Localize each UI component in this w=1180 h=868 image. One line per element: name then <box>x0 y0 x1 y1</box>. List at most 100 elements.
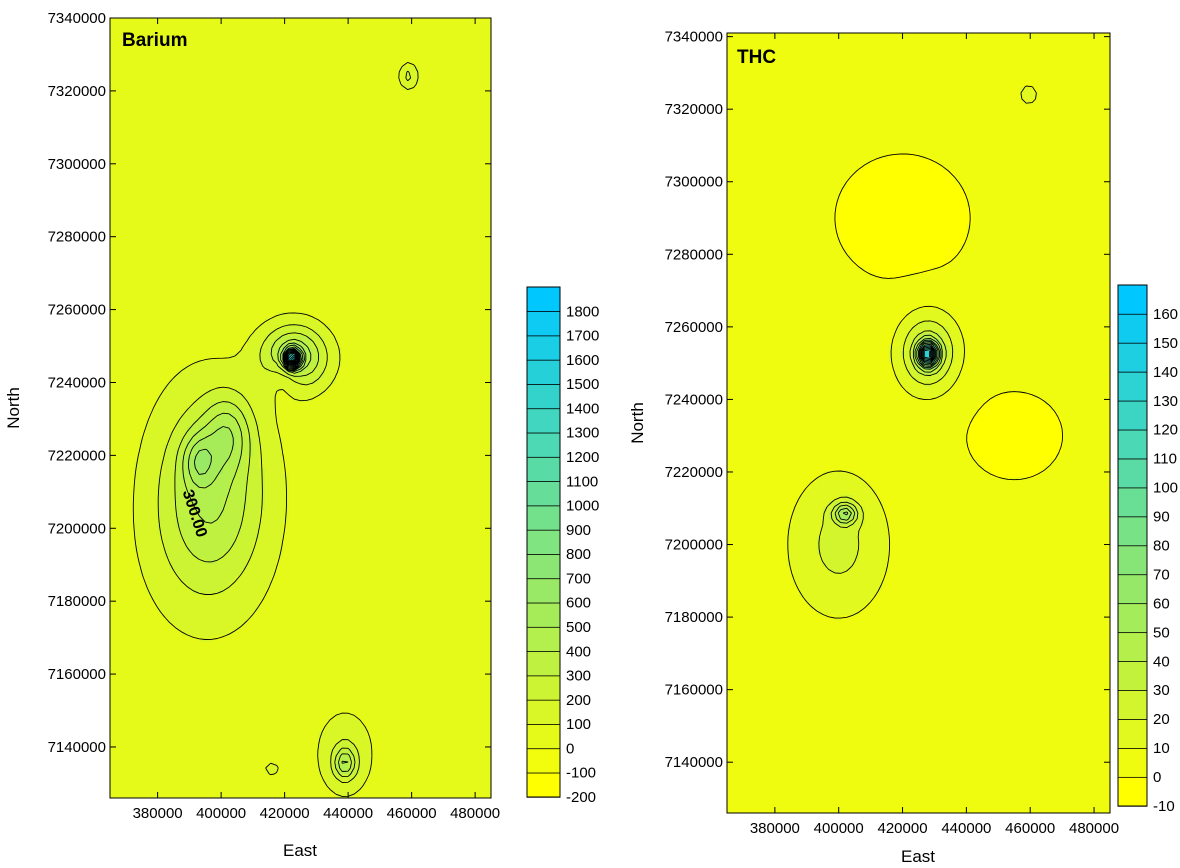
barium-field-cell <box>461 18 468 25</box>
barium-field-cell <box>467 246 474 253</box>
barium-field-cell <box>365 186 373 193</box>
barium-field-cell <box>354 132 361 139</box>
barium-field-cell <box>461 102 468 109</box>
barium-field-cell <box>407 180 415 187</box>
barium-field-cell <box>110 216 117 223</box>
barium-field-cell <box>133 228 141 235</box>
barium-field-cell <box>193 456 200 463</box>
barium-field-cell <box>425 474 433 481</box>
barium-field-cell <box>365 180 373 187</box>
barium-field-cell <box>223 156 230 163</box>
barium-field-cell <box>401 252 409 259</box>
barium-field-cell <box>413 468 421 475</box>
barium-field-cell <box>467 24 474 31</box>
barium-field-cell <box>246 162 254 169</box>
barium-field-cell <box>151 336 159 343</box>
barium-field-cell <box>473 480 480 487</box>
barium-field-cell <box>169 36 177 43</box>
barium-field-cell <box>365 390 373 397</box>
barium-field-cell <box>133 276 141 283</box>
barium-field-cell <box>324 168 331 175</box>
barium-field-cell <box>324 456 331 463</box>
barium-field-cell <box>175 462 183 469</box>
barium-field-cell <box>217 396 224 403</box>
barium-field-cell <box>121 300 129 307</box>
barium-field-cell <box>401 42 409 49</box>
barium-field-cell <box>324 150 331 157</box>
barium-field-cell <box>282 180 290 187</box>
barium-field-cell <box>419 366 427 373</box>
barium-field-cell <box>223 288 230 295</box>
barium-field-cell <box>169 396 177 403</box>
barium-field-cell <box>360 468 367 475</box>
barium-field-cell <box>127 234 135 241</box>
barium-field-cell <box>235 42 242 49</box>
barium-field-cell <box>330 84 337 91</box>
barium-field-cell <box>121 258 129 265</box>
barium-field-cell <box>413 48 421 55</box>
barium-field-cell <box>354 192 361 199</box>
barium-field-cell <box>240 156 248 163</box>
barium-field-cell <box>199 414 206 421</box>
barium-field-cell <box>193 420 200 427</box>
barium-field-cell <box>383 330 391 337</box>
barium-field-cell <box>217 264 224 271</box>
barium-field-cell <box>348 258 355 265</box>
barium-field-cell <box>324 378 331 385</box>
barium-field-cell <box>360 192 367 199</box>
barium-field-cell <box>217 90 224 97</box>
barium-field-cell <box>485 78 491 85</box>
barium-field-cell <box>449 402 456 409</box>
barium-field-cell <box>300 54 308 61</box>
barium-field-cell <box>163 372 171 379</box>
barium-field-cell <box>193 162 200 169</box>
barium-field-cell <box>443 210 450 217</box>
barium-field-cell <box>211 162 218 169</box>
barium-field-cell <box>133 408 141 415</box>
barium-field-cell <box>354 432 361 439</box>
barium-field-cell <box>252 258 260 265</box>
barium-field-cell <box>240 456 248 463</box>
barium-field-cell <box>187 480 194 487</box>
barium-field-cell <box>383 396 391 403</box>
barium-field-cell <box>181 270 188 277</box>
barium-field-cell <box>264 198 272 205</box>
barium-field-cell <box>383 420 391 427</box>
barium-field-cell <box>115 438 123 445</box>
barium-field-cell <box>252 306 260 313</box>
barium-field-cell <box>276 438 284 445</box>
barium-field-cell <box>348 330 355 337</box>
barium-field-cell <box>240 138 248 145</box>
barium-field-cell <box>175 30 183 37</box>
barium-field-cell <box>330 162 337 169</box>
barium-field-cell <box>110 336 117 343</box>
barium-field-cell <box>437 216 444 223</box>
barium-field-cell <box>264 330 272 337</box>
barium-field-cell <box>395 180 403 187</box>
barium-field-cell <box>169 300 177 307</box>
barium-field-cell <box>282 108 290 115</box>
barium-field-cell <box>199 30 206 37</box>
barium-field-cell <box>449 462 456 469</box>
barium-field-cell <box>205 330 212 337</box>
barium-field-cell <box>360 48 367 55</box>
barium-field-cell <box>401 162 409 169</box>
barium-field-cell <box>235 120 242 127</box>
barium-field-cell <box>401 186 409 193</box>
barium-field-cell <box>133 24 141 31</box>
barium-field-cell <box>133 252 141 259</box>
barium-field-cell <box>133 384 141 391</box>
barium-field-cell <box>199 138 206 145</box>
barium-field-cell <box>294 480 302 487</box>
barium-field-cell <box>276 204 284 211</box>
barium-field-cell <box>348 318 355 325</box>
barium-field-cell <box>377 450 385 457</box>
barium-field-cell <box>282 396 290 403</box>
barium-field-cell <box>371 372 379 379</box>
barium-field-cell <box>479 216 486 223</box>
barium-field-cell <box>437 162 444 169</box>
barium-field-cell <box>205 444 212 451</box>
barium-field-cell <box>413 348 421 355</box>
barium-field-cell <box>252 30 260 37</box>
barium-field-cell <box>425 252 433 259</box>
